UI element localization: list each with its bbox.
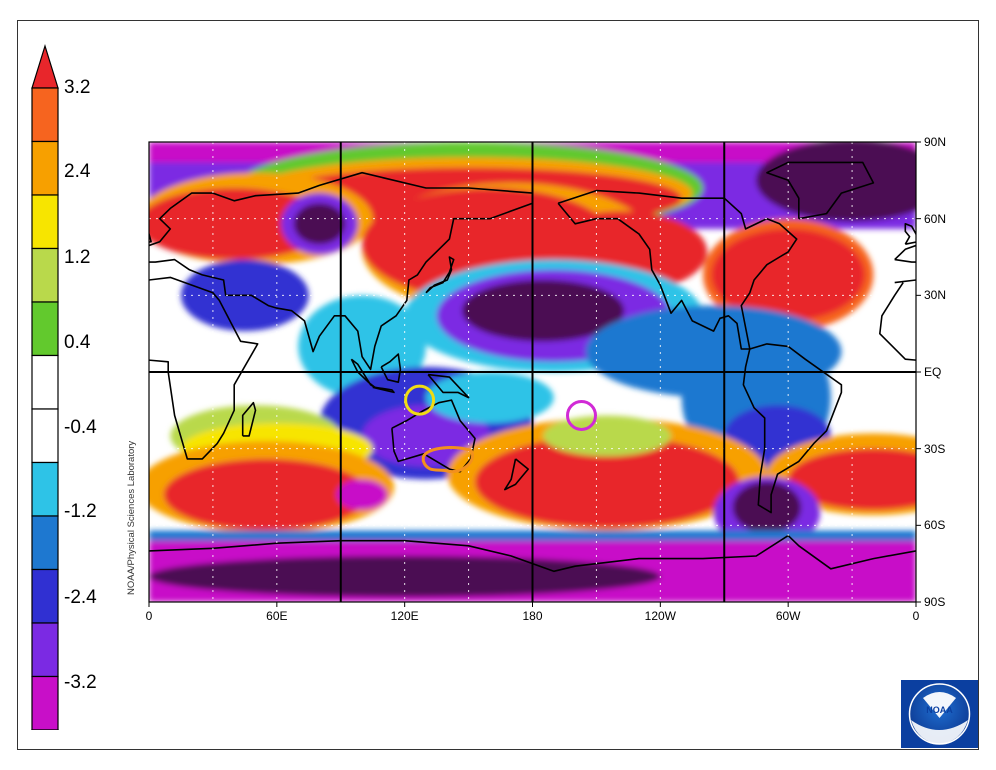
coastline <box>0 344 74 513</box>
anomaly-region <box>711 228 865 321</box>
y-axis-label: 60N <box>924 211 947 226</box>
anomaly-region <box>163 458 369 531</box>
y-axis-label: 30N <box>924 288 947 303</box>
coastline <box>0 162 106 218</box>
colorbar-label: 1.2 <box>64 247 91 268</box>
anomaly-region <box>732 481 801 533</box>
coastline <box>904 223 916 245</box>
colorbar-label: 0.4 <box>64 332 91 353</box>
colorbar-label: -1.2 <box>64 501 97 522</box>
noaa-logo: NOAA <box>901 680 978 748</box>
highlight-circle <box>566 399 598 431</box>
anomaly-region <box>756 142 916 222</box>
coastline <box>372 386 395 394</box>
anomaly-region <box>336 479 388 510</box>
x-axis-label: 120W <box>644 609 676 623</box>
y-axis-label: 90S <box>924 595 946 609</box>
x-axis-label: 120E <box>390 609 419 623</box>
coastline <box>241 401 257 437</box>
coastline <box>149 534 916 573</box>
x-axis-label: 60E <box>266 609 288 623</box>
colorbar-label: -0.4 <box>64 417 97 438</box>
colorbar-segment <box>31 194 59 250</box>
x-axis-label: 0 <box>145 609 153 623</box>
colorbar-segment <box>31 140 59 196</box>
colorbar-segment <box>31 675 59 730</box>
svg-text:NOAA: NOAA <box>926 705 953 715</box>
x-axis-label: 0 <box>912 609 920 623</box>
colorbar-segment <box>31 247 59 303</box>
coastline <box>425 256 455 294</box>
coastline <box>0 191 30 349</box>
colorbar-label: 2.4 <box>64 161 91 182</box>
y-axis-label: 60S <box>924 518 946 533</box>
coastline <box>427 373 470 399</box>
y-axis-label: EQ <box>924 365 942 379</box>
coastline <box>879 279 916 361</box>
y-axis-label: 30S <box>924 441 946 456</box>
coastline <box>504 458 529 491</box>
credit-text: NOAA/Physical Sciences Laboratory <box>126 440 137 595</box>
colorbar-segment <box>31 87 59 143</box>
coastline <box>149 276 259 460</box>
colorbar <box>31 43 59 730</box>
x-axis-label: 60W <box>775 609 801 623</box>
colorbar-label: 3.2 <box>64 77 91 98</box>
x-axis-label: 180 <box>522 609 543 623</box>
highlight-circle <box>404 384 436 416</box>
coastline <box>742 343 843 514</box>
anomaly-region <box>425 372 554 424</box>
anomaly-region <box>149 188 331 260</box>
anomaly-region <box>474 435 740 528</box>
anomaly-region <box>293 203 346 245</box>
y-axis-label: 90N <box>924 135 947 149</box>
highlight-loop <box>421 446 475 474</box>
coastline <box>149 232 152 243</box>
coastline <box>380 353 402 383</box>
colorbar-segment <box>31 301 59 357</box>
anomaly-region <box>543 415 671 457</box>
colorbar-label: -2.4 <box>64 587 97 608</box>
colorbar-label: -3.2 <box>64 672 97 693</box>
coastline <box>766 161 875 220</box>
colorbar-segment <box>31 354 59 410</box>
